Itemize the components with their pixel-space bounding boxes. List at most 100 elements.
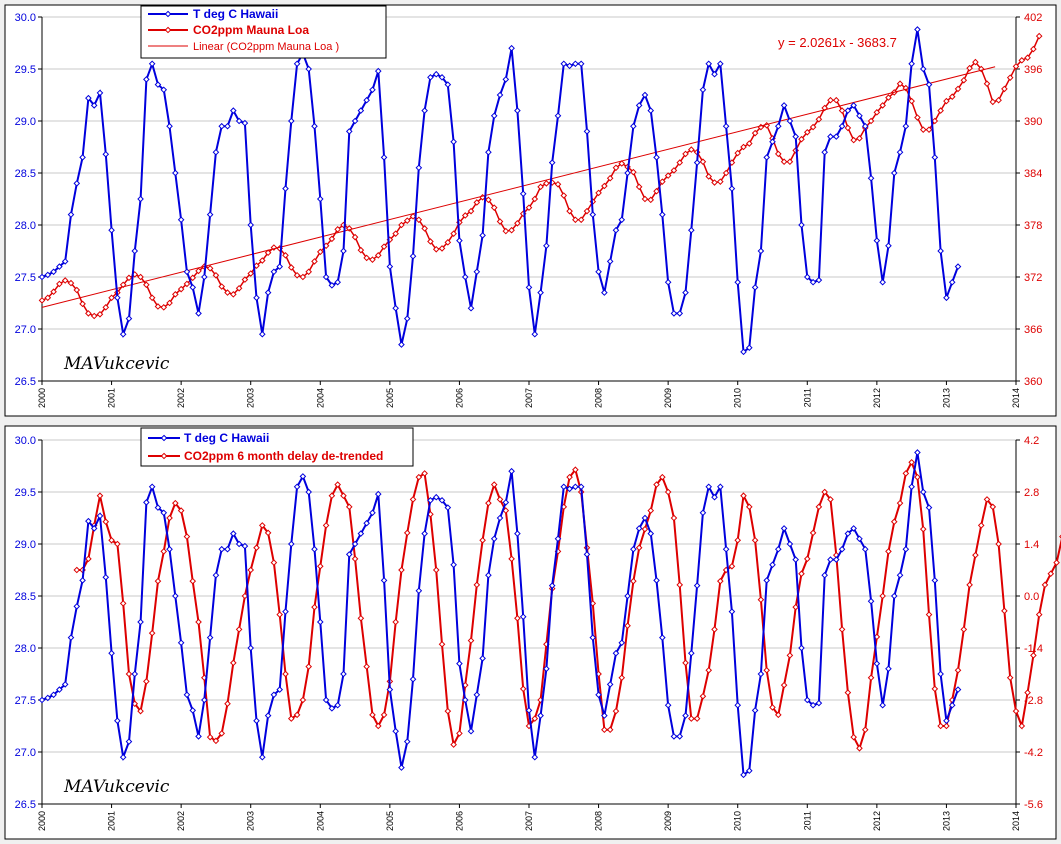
co2-series-point — [751, 129, 759, 137]
temperature-series-point — [293, 60, 301, 68]
x-tick-label: 2006 — [454, 388, 464, 408]
temperature-series-point — [717, 60, 724, 68]
temperature-series-point — [363, 96, 370, 104]
co2-series-point — [641, 195, 649, 203]
temperature-series-point — [873, 237, 881, 244]
co2-detrended-series-point — [519, 685, 527, 693]
y-left-tick-label: 29.0 — [15, 116, 36, 128]
temperature-series-point — [311, 122, 318, 130]
co2-detrended-series-point — [937, 722, 944, 730]
co2-detrended-series-point — [861, 726, 869, 734]
temperature-series-point — [421, 107, 428, 114]
co2-series-point — [682, 150, 689, 158]
temperature-series-point — [322, 273, 330, 281]
co2-series-point — [554, 180, 562, 188]
temperature-series-point — [224, 545, 231, 553]
temperature-series-point — [456, 660, 463, 667]
temperature-series-point — [44, 271, 52, 279]
temperature-series-point — [890, 592, 898, 600]
temperature-series-point — [554, 112, 562, 120]
co2-series-point — [711, 179, 718, 186]
co2-series-point — [653, 187, 660, 195]
temperature-series-point — [131, 670, 139, 678]
temperature-series-point — [531, 330, 539, 338]
co2-detrended-series-point — [1047, 570, 1055, 578]
co2-detrended-series-point — [531, 715, 539, 722]
temperature-series-point — [815, 699, 823, 707]
co2-detrended-series-point — [514, 614, 521, 622]
temperature-series-point — [856, 535, 863, 543]
temperature-series-point — [427, 497, 434, 504]
temperature-series-point — [195, 310, 202, 317]
temperature-series-point — [948, 701, 956, 709]
co2-detrended-series-point — [212, 737, 220, 745]
co2-series-point — [427, 238, 434, 245]
co2-series-point — [380, 243, 388, 250]
co2-series-point — [595, 189, 602, 197]
temperature-series-point — [693, 582, 701, 589]
signature: MAVukcevic — [63, 354, 170, 374]
temperature-series-point — [276, 263, 284, 270]
co2-series-point — [102, 304, 110, 311]
co2-detrended-series-point — [630, 577, 637, 585]
temperature-series-point — [583, 128, 591, 135]
temperature-series-point — [235, 117, 243, 125]
co2-series-point — [305, 268, 312, 276]
co2-series-point — [166, 299, 173, 307]
co2-detrended-series-point — [316, 562, 324, 570]
co2-detrended-series-point — [925, 611, 933, 618]
co2-detrended-series-point — [931, 685, 939, 693]
co2-detrended-series-point — [374, 722, 382, 730]
x-tick-label: 2011 — [802, 811, 812, 830]
co2-detrended-series-point — [850, 733, 857, 741]
temperature-series-point — [461, 273, 469, 281]
temperature-series-point — [827, 133, 834, 140]
co2-detrended-series-point — [369, 711, 376, 719]
co2-series-point — [374, 252, 382, 259]
co2-detrended-series-point — [154, 577, 162, 585]
co2-series-point — [282, 252, 289, 259]
temperature-series-point — [148, 483, 156, 491]
chart-panel-1: 26.5 27.0 27.5 28.0 28.5 29.0 29.5 30.0 360 366 37… — [4, 4, 1057, 417]
temperature-series-point — [432, 493, 440, 501]
temperature-series-point — [896, 148, 904, 156]
temperature-series-point — [757, 670, 765, 678]
x-tick-label: 2013 — [941, 388, 951, 408]
co2-series-point — [937, 107, 944, 114]
temperature-series-point — [195, 733, 202, 740]
temperature-series-point — [172, 169, 179, 177]
temperature-series-point — [345, 551, 353, 558]
temperature-series-point — [212, 148, 220, 156]
co2-detrended-series-point — [943, 722, 950, 730]
temperature-series-point — [856, 112, 863, 120]
co2-series-point — [38, 297, 46, 304]
temperature-series-point — [618, 639, 626, 647]
co2-series-point — [740, 143, 747, 151]
temperature-series-point — [61, 681, 69, 688]
co2-detrended-series-point — [114, 540, 121, 548]
temperature-series-point — [183, 268, 191, 276]
co2-detrended-series-point — [954, 666, 962, 674]
co2-detrended-series-point — [270, 559, 278, 566]
temperature-series-point — [514, 530, 521, 537]
temperature-series-point — [398, 764, 405, 771]
temperature-series-point — [85, 94, 92, 102]
co2-detrended-series-point — [699, 692, 707, 700]
x-tick-label: 2008 — [594, 388, 604, 408]
x-tick-label: 2009 — [663, 388, 673, 408]
temperature-series-point — [282, 608, 289, 615]
co2-series-point — [931, 117, 939, 125]
co2-detrended-series-point — [896, 499, 904, 507]
temperature-series-point — [409, 675, 417, 683]
co2-detrended-series-point — [351, 555, 359, 563]
temperature-series-point — [334, 701, 341, 709]
temperature-series-point — [427, 74, 434, 81]
temperature-series-point — [508, 44, 515, 52]
co2-detrended-series-point — [490, 481, 498, 488]
temperature-series-point — [653, 577, 660, 584]
x-tick-label: 2012 — [872, 388, 882, 408]
temperature-series-point — [525, 707, 533, 714]
co2-detrended-series-point — [740, 492, 747, 500]
temperature-series-point — [479, 655, 486, 662]
temperature-series-point — [56, 686, 63, 693]
